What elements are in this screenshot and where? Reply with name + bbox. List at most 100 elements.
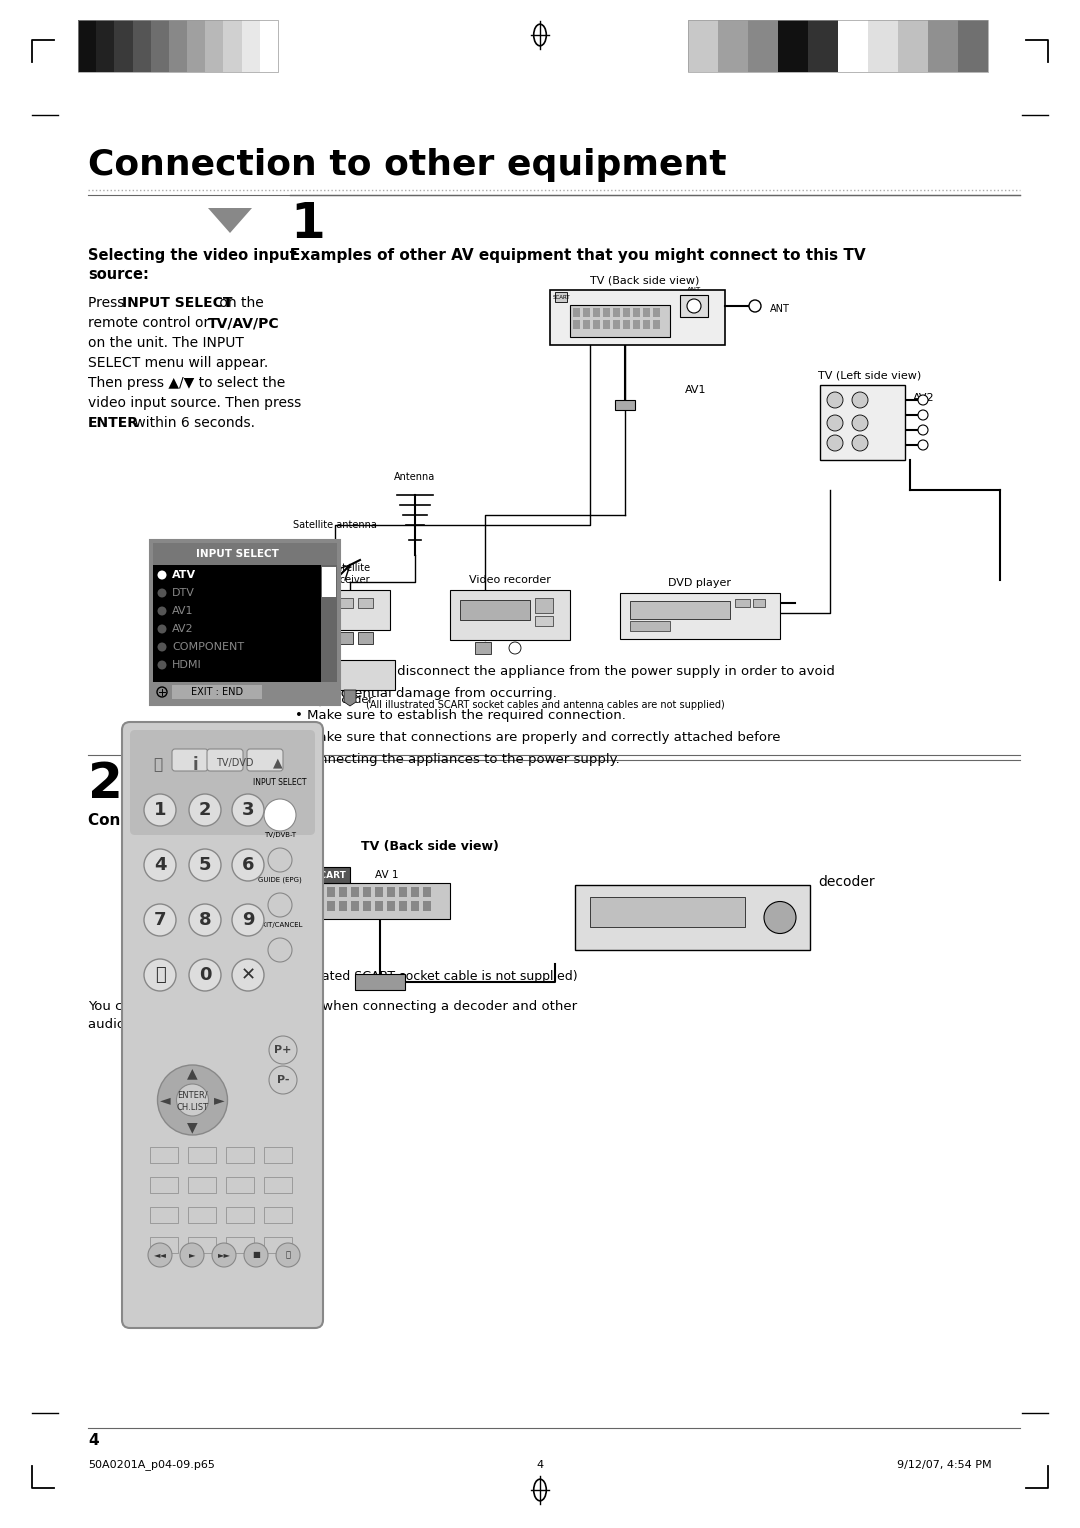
Text: AV 1: AV 1 xyxy=(616,295,634,304)
Text: Decoder: Decoder xyxy=(326,695,374,704)
Bar xyxy=(226,1148,254,1163)
Circle shape xyxy=(918,410,928,420)
Text: DTV: DTV xyxy=(172,588,194,597)
Bar xyxy=(753,599,765,607)
Bar xyxy=(633,309,640,316)
Text: Connecting a decoder: Connecting a decoder xyxy=(87,813,274,828)
Circle shape xyxy=(232,795,264,827)
Bar xyxy=(204,733,241,747)
Bar xyxy=(643,309,650,316)
Text: 3: 3 xyxy=(242,801,254,819)
Circle shape xyxy=(269,1036,297,1063)
Text: You can use the AV1 SCART socket when connecting a decoder and other
audiovisual: You can use the AV1 SCART socket when co… xyxy=(87,999,577,1031)
Text: 4: 4 xyxy=(87,1433,98,1449)
FancyBboxPatch shape xyxy=(207,749,243,772)
Bar xyxy=(338,597,353,608)
Bar xyxy=(838,20,868,72)
Bar xyxy=(318,597,333,608)
Circle shape xyxy=(509,642,521,654)
Text: on the unit. The INPUT: on the unit. The INPUT xyxy=(87,336,244,350)
Circle shape xyxy=(189,905,221,937)
Bar xyxy=(630,601,730,619)
Text: INPUT SELECT: INPUT SELECT xyxy=(253,778,307,787)
Circle shape xyxy=(268,892,292,917)
Text: ▲: ▲ xyxy=(187,1067,198,1080)
Bar xyxy=(78,20,96,72)
Circle shape xyxy=(852,393,868,408)
Bar xyxy=(242,20,260,72)
Circle shape xyxy=(180,1242,204,1267)
Bar xyxy=(688,20,988,72)
Text: decoder: decoder xyxy=(818,876,875,889)
Bar xyxy=(150,539,340,704)
Bar xyxy=(205,20,224,72)
Bar xyxy=(264,1177,292,1193)
Bar xyxy=(150,1177,178,1193)
Text: Examples of other AV equipment that you might connect to this TV: Examples of other AV equipment that you … xyxy=(291,248,866,263)
Bar xyxy=(150,1207,178,1222)
Bar xyxy=(570,306,670,338)
Bar xyxy=(613,309,620,316)
Text: ANT: ANT xyxy=(770,304,789,313)
Circle shape xyxy=(827,416,843,431)
Bar xyxy=(322,567,336,597)
Bar xyxy=(172,685,262,698)
Text: VCR: VCR xyxy=(338,613,352,617)
Text: ►: ► xyxy=(189,1250,195,1259)
FancyBboxPatch shape xyxy=(247,749,283,772)
Bar xyxy=(363,886,372,897)
Circle shape xyxy=(918,440,928,451)
Text: SCART: SCART xyxy=(313,871,347,880)
Circle shape xyxy=(268,938,292,963)
Text: INPUT SELECT: INPUT SELECT xyxy=(195,549,279,559)
Text: Selecting the video input
source:: Selecting the video input source: xyxy=(87,248,297,281)
Bar xyxy=(351,902,359,911)
Bar xyxy=(226,1238,254,1253)
Bar xyxy=(573,309,580,316)
Bar xyxy=(133,20,151,72)
Text: EXIT : END: EXIT : END xyxy=(191,688,243,697)
Bar xyxy=(387,902,395,911)
Text: • Make sure to establish the required connection.: • Make sure to establish the required co… xyxy=(295,709,626,723)
Bar xyxy=(928,20,958,72)
Bar xyxy=(188,1148,216,1163)
Bar xyxy=(168,20,187,72)
Bar xyxy=(188,1177,216,1193)
Circle shape xyxy=(918,425,928,435)
Bar xyxy=(748,20,778,72)
Bar xyxy=(460,601,530,620)
Bar xyxy=(153,565,321,681)
Text: ◄◄: ◄◄ xyxy=(153,1250,166,1259)
Bar xyxy=(226,1177,254,1193)
Text: DVD player: DVD player xyxy=(669,578,731,588)
Text: 7: 7 xyxy=(153,911,166,929)
FancyBboxPatch shape xyxy=(130,730,315,834)
Ellipse shape xyxy=(534,24,546,46)
Text: AV2: AV2 xyxy=(913,393,934,403)
Text: Then press ▲/▼ to select the: Then press ▲/▼ to select the xyxy=(87,376,285,390)
Text: any potential damage from occurring.: any potential damage from occurring. xyxy=(295,688,557,700)
Text: Satellite
receiver: Satellite receiver xyxy=(329,564,370,585)
Bar xyxy=(305,660,395,691)
Circle shape xyxy=(189,850,221,882)
Bar xyxy=(620,593,780,639)
Text: Press: Press xyxy=(87,296,129,310)
Bar xyxy=(150,1238,178,1253)
Circle shape xyxy=(269,1067,297,1094)
Text: TV (Back side view): TV (Back side view) xyxy=(361,840,499,853)
Bar xyxy=(593,319,600,329)
Bar xyxy=(593,309,600,316)
Bar xyxy=(315,886,323,897)
Bar xyxy=(310,590,390,630)
Bar xyxy=(535,616,553,626)
FancyArrow shape xyxy=(314,691,326,706)
Text: within 6 seconds.: within 6 seconds. xyxy=(130,416,255,429)
Text: AV1: AV1 xyxy=(172,607,193,616)
Polygon shape xyxy=(208,208,252,232)
Bar xyxy=(550,290,725,345)
Bar xyxy=(399,886,407,897)
Text: • Make sure to disconnect the appliance from the power supply in order to avoid: • Make sure to disconnect the appliance … xyxy=(295,665,835,678)
Bar xyxy=(718,20,748,72)
Bar xyxy=(96,20,114,72)
Circle shape xyxy=(144,905,176,937)
